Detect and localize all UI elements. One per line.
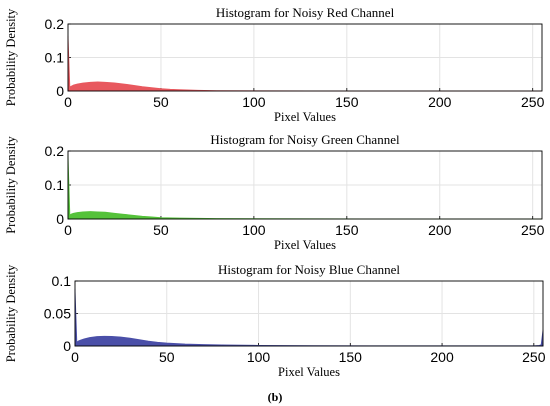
y-tick-label: 0.1 <box>52 273 72 289</box>
x-tick-label: 50 <box>153 222 169 238</box>
y-tick-label: 0.2 <box>45 16 65 32</box>
x-tick-label: 150 <box>335 94 359 110</box>
y-tick-label: 0 <box>56 83 64 99</box>
y-axis-label: Probability Density <box>4 135 18 233</box>
x-tick-label: 100 <box>247 349 271 365</box>
figure-caption: (b) <box>268 390 283 404</box>
y-tick-label: 0.05 <box>44 306 71 322</box>
x-axis-label: Pixel Values <box>274 110 336 124</box>
chart-title: Histogram for Noisy Blue Channel <box>218 262 400 277</box>
y-axis-label: Probability Density <box>4 264 18 362</box>
y-tick-label: 0.1 <box>45 177 65 193</box>
y-tick-label: 0.1 <box>45 50 65 66</box>
x-tick-label: 150 <box>339 349 363 365</box>
chart-title: Histogram for Noisy Red Channel <box>216 5 395 20</box>
x-tick-label: 0 <box>71 349 79 365</box>
x-tick-label: 250 <box>521 94 545 110</box>
x-tick-label: 50 <box>159 349 175 365</box>
y-tick-label: 0 <box>56 211 64 227</box>
x-tick-label: 200 <box>428 222 452 238</box>
x-tick-label: 100 <box>242 94 266 110</box>
panel-blue: 0 50 100 150 200 250 0 0.05 0.1 Histogram for Noi… <box>4 262 546 379</box>
x-tick-label: 0 <box>64 222 72 238</box>
x-tick-label: 200 <box>428 94 452 110</box>
y-tick-label: 0.2 <box>45 143 65 159</box>
axes-frame <box>67 23 543 92</box>
panel-red: 0 50 100 150 200 250 0 0.1 0.2 Histogram for Nois… <box>4 5 545 124</box>
axes-frame <box>67 150 543 220</box>
chart-title: Histogram for Noisy Green Channel <box>210 132 400 147</box>
axes-frame <box>74 280 544 347</box>
y-axis-label: Probability Density <box>4 8 18 106</box>
x-tick-label: 100 <box>242 222 266 238</box>
x-tick-label: 250 <box>522 349 546 365</box>
x-tick-label: 50 <box>153 94 169 110</box>
y-tick-label: 0 <box>63 338 71 354</box>
x-tick-label: 200 <box>430 349 454 365</box>
x-axis-label: Pixel Values <box>278 365 340 379</box>
x-tick-label: 150 <box>335 222 359 238</box>
x-tick-label: 0 <box>64 94 72 110</box>
x-tick-label: 250 <box>521 222 545 238</box>
x-axis-label: Pixel Values <box>274 238 336 252</box>
panel-green: 0 50 100 150 200 250 0 0.1 0.2 Histogram for Nois… <box>4 132 545 252</box>
